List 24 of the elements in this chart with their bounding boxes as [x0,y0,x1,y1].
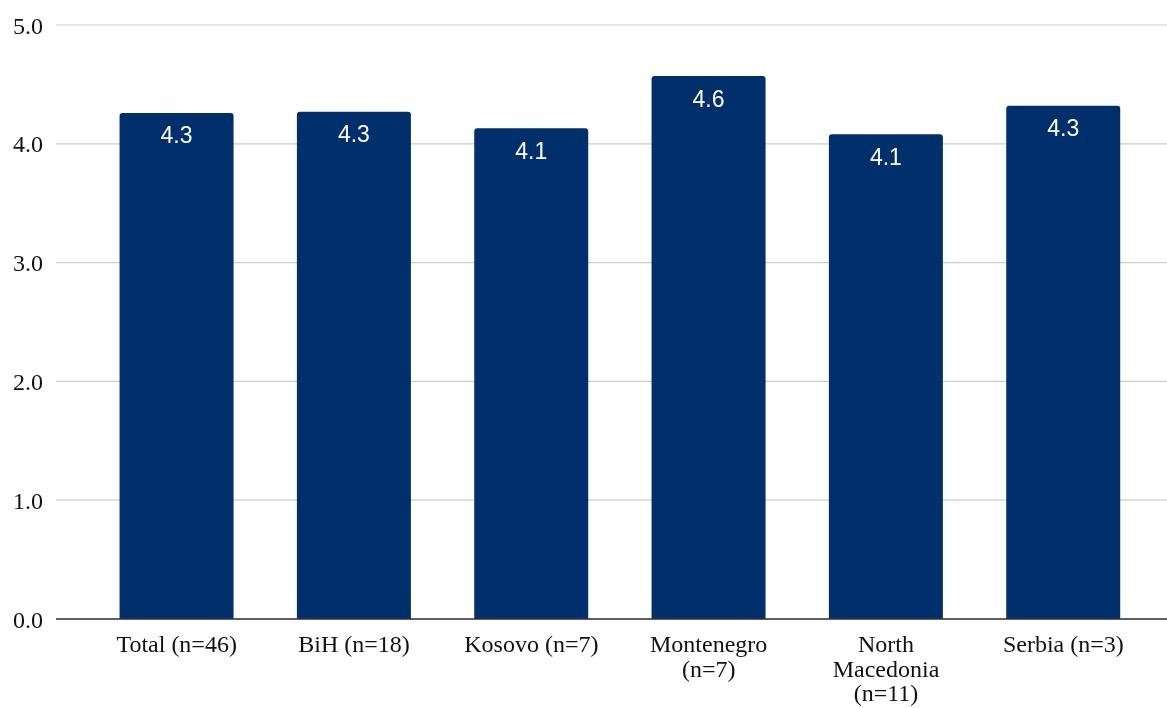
data-label: 4.1 [869,143,902,170]
data-label: 4.1 [515,137,548,164]
bar [474,128,589,619]
x-tick-label: Montenegro (n=7) [650,631,768,682]
y-tick-label: 5.0 [13,12,43,39]
x-tick-label: BiH (n=18) [298,631,410,657]
x-tick-label: Kosovo (n=7) [464,631,599,657]
bar [1006,105,1121,619]
y-tick-label: 1.0 [13,487,43,514]
bar [119,112,234,619]
bar [296,111,411,619]
x-tick-label: North Macedonia (n=11) [832,631,940,706]
x-tick-label: Total (n=46) [116,631,237,657]
y-tick-label: 0.0 [13,606,43,633]
bar [828,134,943,619]
data-label: 4.3 [337,121,370,148]
data-label: 4.3 [160,122,193,149]
y-tick-label: 3.0 [13,250,43,277]
data-label: 4.3 [1047,115,1080,142]
data-label: 4.6 [692,85,725,112]
y-tick-label: 2.0 [13,368,43,395]
y-tick-label: 4.0 [13,131,43,158]
bar [651,76,766,619]
x-tick-label: Serbia (n=3) [1002,631,1124,657]
